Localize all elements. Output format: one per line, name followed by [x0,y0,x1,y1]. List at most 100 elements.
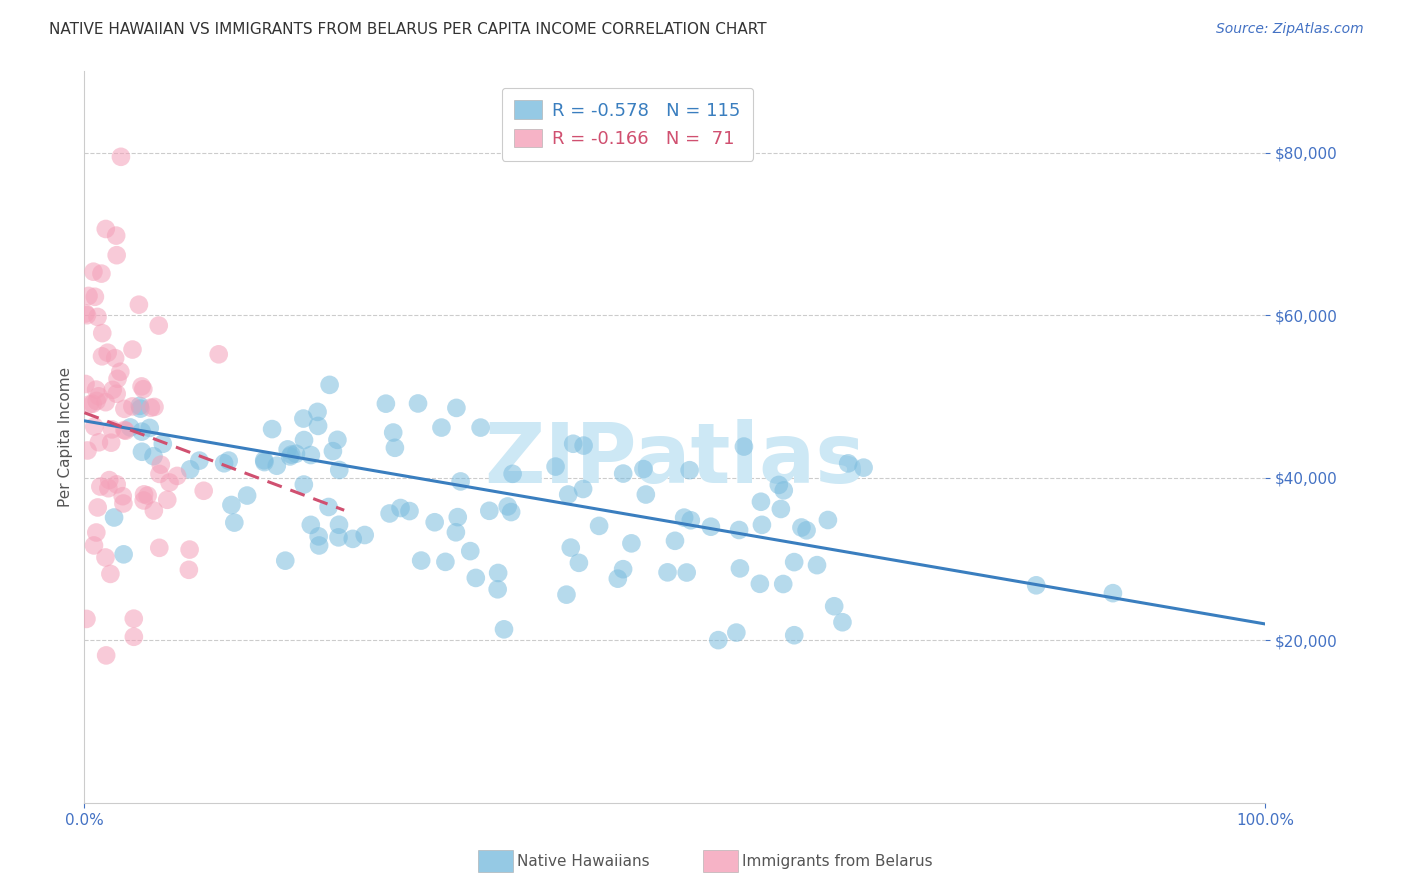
Point [292,477,315,491]
Point [831,615,853,630]
Point [486,582,509,597]
Point [837,456,859,470]
Point [308,529,330,543]
Point [89,479,111,493]
Point [430,420,453,434]
Point [94,550,117,565]
Point [700,519,723,533]
Point [292,433,315,447]
Point [318,500,340,514]
Point [1025,578,1047,592]
Point [114,424,136,438]
Point [378,507,401,521]
Point [253,455,276,469]
Point [458,544,481,558]
Point [84,383,107,397]
Point [139,421,162,435]
Point [434,555,457,569]
Point [101,383,124,397]
Point [156,492,179,507]
Point [342,532,364,546]
Point [634,487,657,501]
Point [98,473,121,487]
Point [132,382,155,396]
Point [100,566,122,581]
Point [728,561,751,575]
Point [159,475,181,490]
Point [266,458,288,473]
Point [322,444,344,458]
Point [90,267,112,281]
Point [103,510,125,524]
Point [308,539,330,553]
Point [104,351,127,365]
Point [751,517,773,532]
Point [128,298,150,312]
Point [464,571,486,585]
Point [502,467,524,481]
Text: Immigrants from Belarus: Immigrants from Belarus [742,855,934,869]
Point [132,487,155,501]
Point [253,453,276,467]
Point [112,496,135,510]
Point [299,517,322,532]
Point [707,633,730,648]
Point [501,505,523,519]
Point [224,516,246,530]
Point [139,401,162,415]
Point [87,435,110,450]
Point [105,386,128,401]
Point [148,318,170,333]
Point [492,623,515,637]
Point [179,542,201,557]
Point [772,577,794,591]
Point [374,397,396,411]
Point [142,449,165,463]
Point [1102,586,1125,600]
Point [120,420,142,434]
Point [733,440,755,454]
Point [478,504,501,518]
Point [318,377,340,392]
Point [280,448,302,462]
Point [678,463,700,477]
Point [679,513,702,527]
Point [86,525,108,540]
Point [277,442,299,457]
Point [817,513,839,527]
Point [112,423,135,437]
Point [411,553,433,567]
Point [177,563,200,577]
Point [148,467,170,481]
Point [76,308,98,322]
Point [179,462,201,476]
Point [664,533,686,548]
Point [110,150,132,164]
Point [136,489,159,503]
Point [423,515,446,529]
Point [447,510,470,524]
Point [606,572,628,586]
Point [218,453,240,467]
Point [299,448,322,462]
Point [657,566,679,580]
Point [560,541,582,555]
Point [328,530,350,544]
Point [221,498,243,512]
Point [278,450,301,464]
Point [121,400,143,414]
Point [91,349,114,363]
Point [143,400,166,414]
Point [612,467,634,481]
Point [82,265,104,279]
Point [79,397,101,411]
Point [77,289,100,303]
Point [193,483,215,498]
Point [97,345,120,359]
Point [86,500,108,515]
Point [105,248,128,262]
Point [796,524,818,538]
Point [100,435,122,450]
Point [783,555,806,569]
Point [112,547,135,561]
